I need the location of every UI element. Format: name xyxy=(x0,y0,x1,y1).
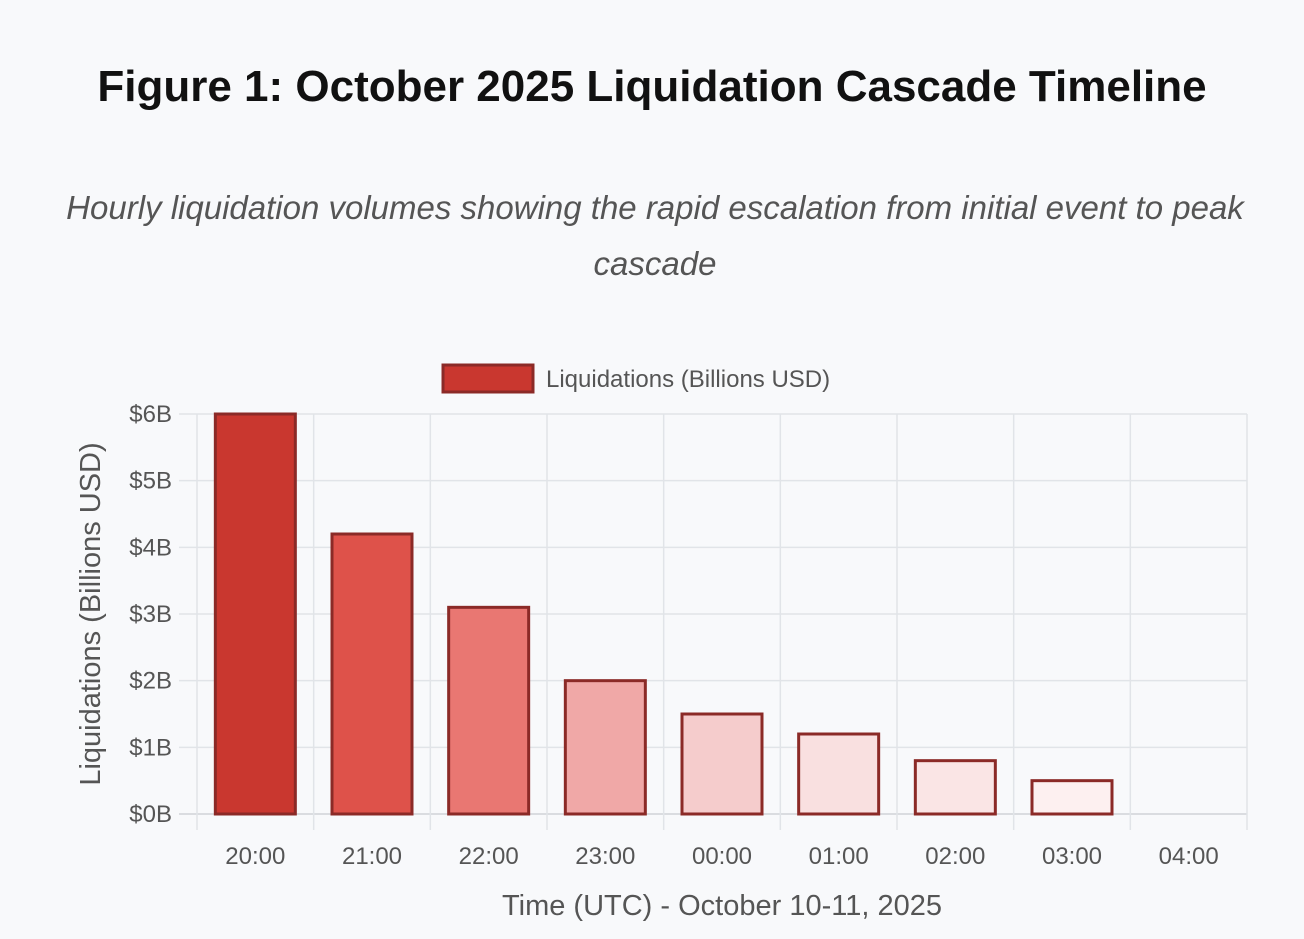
chart-bars xyxy=(213,412,1114,816)
bar-0000[interactable] xyxy=(680,712,764,816)
x-tick-label: 22:00 xyxy=(459,843,519,870)
x-tick-label: 23:00 xyxy=(575,843,635,870)
y-tick-label: $4B xyxy=(129,534,172,561)
x-axis-ticks: 20:00 21:00 22:00 23:00 00:00 01:00 02:00 03:00… xyxy=(225,843,1218,870)
legend[interactable]: Liquidations (Billions USD) xyxy=(441,363,830,394)
y-axis-ticks: $0B $1B $2B $3B $4B $5B $6B xyxy=(129,401,172,828)
figure-subtitle: Hourly liquidation volumes showing the r… xyxy=(66,189,1244,282)
y-tick-label: $5B xyxy=(129,468,172,495)
x-tick-label: 00:00 xyxy=(692,843,752,870)
y-tick-label: $2B xyxy=(129,668,172,695)
y-tick-label: $1B xyxy=(129,734,172,761)
legend-swatch xyxy=(441,363,535,394)
bar-2300[interactable] xyxy=(563,679,647,816)
x-tick-label: 01:00 xyxy=(809,843,869,870)
bar-2000[interactable] xyxy=(213,412,297,816)
x-tick-label: 04:00 xyxy=(1159,843,1219,870)
bar-0300[interactable] xyxy=(1030,779,1114,816)
bar-2200[interactable] xyxy=(447,605,531,816)
x-tick-label: 21:00 xyxy=(342,843,402,870)
x-tick-label: 02:00 xyxy=(925,843,985,870)
legend-label: Liquidations (Billions USD) xyxy=(546,366,830,393)
bar-2100[interactable] xyxy=(330,532,414,816)
figure-title: Figure 1: October 2025 Liquidation Casca… xyxy=(97,62,1207,111)
x-tick-label: 03:00 xyxy=(1042,843,1102,870)
x-axis-title: Time (UTC) - October 10-11, 2025 xyxy=(502,890,942,922)
x-tick-label: 20:00 xyxy=(225,843,285,870)
y-tick-label: $6B xyxy=(129,401,172,428)
bar-0200[interactable] xyxy=(913,759,997,816)
bar-0100[interactable] xyxy=(797,732,881,816)
y-tick-label: $0B xyxy=(129,801,172,828)
y-tick-label: $3B xyxy=(129,601,172,628)
y-axis-title: Liquidations (Billions USD) xyxy=(75,442,107,785)
